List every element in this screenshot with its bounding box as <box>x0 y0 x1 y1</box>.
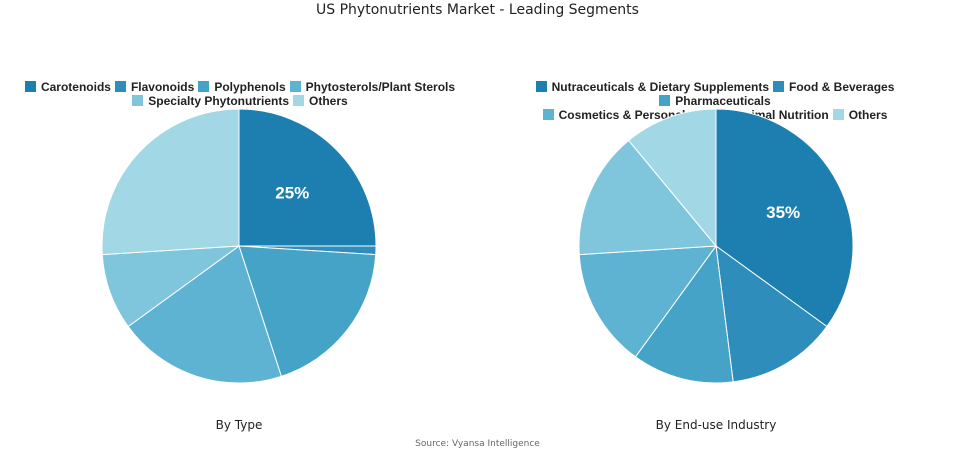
subtitle-by-type: By Type <box>215 418 263 432</box>
legend-swatch <box>114 81 126 92</box>
legend-item[interactable]: Carotenoids <box>24 80 111 94</box>
legend-swatch <box>535 81 547 92</box>
legend-label: Carotenoids <box>40 80 111 94</box>
pie-slice-animal-nutrition[interactable] <box>578 139 718 256</box>
pie-slice-nutraceuticals-dietary-supplements[interactable] <box>715 108 854 328</box>
legend-label: Phytosterols/Plant Sterols <box>305 80 456 94</box>
legend-swatch <box>293 95 304 106</box>
legend-label: Nutraceuticals & Dietary Supplements <box>551 80 770 94</box>
pie-slice-pharmaceuticals[interactable] <box>634 244 734 384</box>
legend-label: Specialty Phytonutrients <box>148 94 289 108</box>
pie-slice-food-beverages[interactable] <box>715 244 828 383</box>
legend-label: Others <box>848 108 888 122</box>
legend-item[interactable]: Pharmaceuticals <box>659 94 771 108</box>
legend-swatch <box>542 109 554 120</box>
pie-slice-others[interactable] <box>101 108 240 256</box>
legend-item[interactable]: Phytosterols/Plant Sterols <box>289 80 456 94</box>
legend-swatch <box>198 81 210 92</box>
legend-label: Food & Beverages <box>789 80 895 94</box>
legend-item[interactable]: Others <box>832 108 888 122</box>
source-note: Source: Vyansa Intelligence <box>415 439 540 449</box>
legend-swatch <box>132 95 144 106</box>
legend-label: Polyphenols <box>214 80 286 94</box>
legend-item[interactable]: Specialty Phytonutrients <box>132 94 289 108</box>
legend-by-type: Carotenoids Flavonoids Polyphenols Phytoste… <box>20 80 460 108</box>
pie-slice-cosmetics-personal-care[interactable] <box>578 245 718 358</box>
subtitle-by-end-use: By End-use Industry <box>655 418 777 432</box>
legend-swatch <box>832 109 844 120</box>
legend-item[interactable]: Nutraceuticals & Dietary Supplements <box>535 80 770 94</box>
data-label: 25% <box>275 184 309 203</box>
legend-swatch <box>773 81 785 92</box>
chart-title: US Phytonutrients Market - Leading Segme… <box>316 2 639 18</box>
pie-slice-phytosterols-plant-sterols[interactable] <box>127 245 282 384</box>
legend-label: Pharmaceuticals <box>675 94 771 108</box>
legend-item[interactable]: Flavonoids <box>114 80 195 94</box>
legend-swatch <box>24 81 36 92</box>
data-label: 35% <box>766 203 800 222</box>
legend-swatch <box>289 81 301 92</box>
legend-item[interactable]: Others <box>293 94 348 108</box>
pie-slice-others[interactable] <box>627 108 717 248</box>
legend-item[interactable]: Food & Beverages <box>773 80 894 94</box>
legend-swatch <box>659 95 671 106</box>
legend-label: Others <box>309 94 348 108</box>
pie-slice-polyphenols[interactable] <box>238 245 377 377</box>
legend-item[interactable]: Polyphenols <box>198 80 286 94</box>
legend-label: Flavonoids <box>130 80 195 94</box>
pie-slice-carotenoids[interactable] <box>238 108 377 247</box>
